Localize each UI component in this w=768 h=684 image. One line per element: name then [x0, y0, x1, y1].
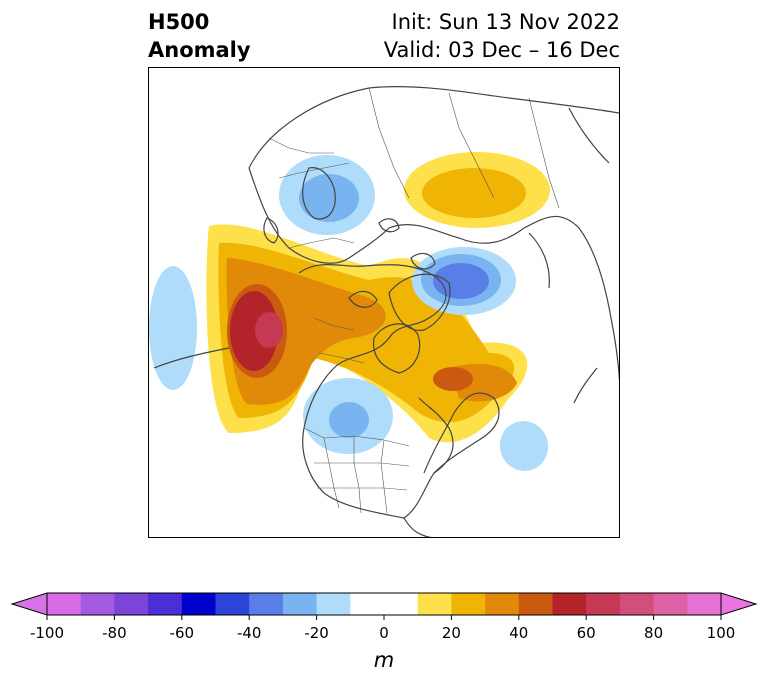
colorbar-cell [316, 593, 351, 615]
colorbar-tick-label: 80 [644, 624, 663, 642]
colorbar-cell [687, 593, 722, 615]
colorbar-extend-low [10, 592, 48, 616]
anomaly-nw-us-negative [303, 378, 393, 454]
colorbar-tick-label: -80 [102, 624, 127, 642]
title-variable: H500 [148, 10, 210, 34]
colorbar-unit-label: m [374, 648, 394, 672]
coastlines [153, 86, 619, 537]
colorbar-cell [417, 593, 452, 615]
colorbar-cell [114, 593, 149, 615]
colorbar-cell [451, 593, 486, 615]
colorbar-tick-labels: -100 -80 -60 -40 -20 0 20 40 60 80 100 [30, 624, 735, 642]
valid-dates: Valid: 03 Dec – 16 Dec [383, 38, 620, 62]
colorbar-cell [552, 593, 587, 615]
anomaly-western-canada-positive [206, 224, 528, 443]
init-date: Init: Sun 13 Nov 2022 [391, 10, 620, 34]
anomaly-siberia-negative [412, 247, 516, 315]
colorbar: -100 -80 -60 -40 -20 0 20 40 60 80 100 m [0, 585, 768, 684]
colorbar-cell [485, 593, 520, 615]
colorbar-tick-label: 20 [442, 624, 461, 642]
colorbar-cell [80, 593, 115, 615]
anomaly-pacific-negative [149, 266, 197, 390]
chart-title: H500 Anomaly [148, 8, 251, 64]
map-svg [149, 86, 619, 537]
colorbar-cell [586, 593, 621, 615]
colorbar-tick-label: 40 [509, 624, 528, 642]
colorbar-ticks [46, 615, 722, 620]
colorbar-cell [653, 593, 688, 615]
colorbar-cell [350, 593, 385, 615]
colorbar-cell [282, 593, 318, 615]
colorbar-svg: -100 -80 -60 -40 -20 0 20 40 60 80 100 m [10, 592, 758, 672]
colorbar-tick-label: -40 [237, 624, 262, 642]
colorbar-tick-label: 100 [707, 624, 736, 642]
colorbar-cell [215, 593, 250, 615]
colorbar-tick-label: -100 [30, 624, 64, 642]
anomaly-shading [149, 152, 550, 471]
anomaly-europe-negative [279, 155, 375, 235]
colorbar-cell [47, 593, 82, 615]
colorbar-tick-label: -60 [170, 624, 195, 642]
colorbar-cell [148, 593, 183, 615]
colorbar-tick-label: 60 [577, 624, 596, 642]
colorbar-tick-label: 0 [379, 624, 389, 642]
colorbar-cell [518, 593, 553, 615]
colorbar-extend-high [720, 592, 758, 616]
colorbar-cells [10, 592, 758, 616]
borders [268, 87, 560, 514]
anomaly-atlantic-negative [499, 421, 549, 471]
colorbar-tick-label: -20 [304, 624, 329, 642]
colorbar-cell [384, 593, 419, 615]
colorbar-cell [619, 593, 655, 615]
colorbar-cell [181, 593, 216, 615]
chart-dates: Init: Sun 13 Nov 2022 Valid: 03 Dec – 16… [384, 8, 620, 64]
title-anomaly: Anomaly [148, 38, 251, 62]
anomaly-map [148, 67, 620, 538]
colorbar-cell [249, 593, 284, 615]
anomaly-russia-positive [404, 152, 550, 228]
